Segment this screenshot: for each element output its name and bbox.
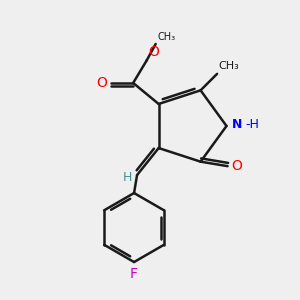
Text: CH₃: CH₃ <box>219 61 239 71</box>
Text: F: F <box>130 267 138 281</box>
Text: N: N <box>232 118 242 131</box>
Text: CH₃: CH₃ <box>157 32 175 43</box>
Text: -H: -H <box>245 118 259 131</box>
Text: O: O <box>231 159 242 173</box>
Text: O: O <box>148 45 159 59</box>
Text: H: H <box>122 171 132 184</box>
Text: O: O <box>96 76 107 90</box>
